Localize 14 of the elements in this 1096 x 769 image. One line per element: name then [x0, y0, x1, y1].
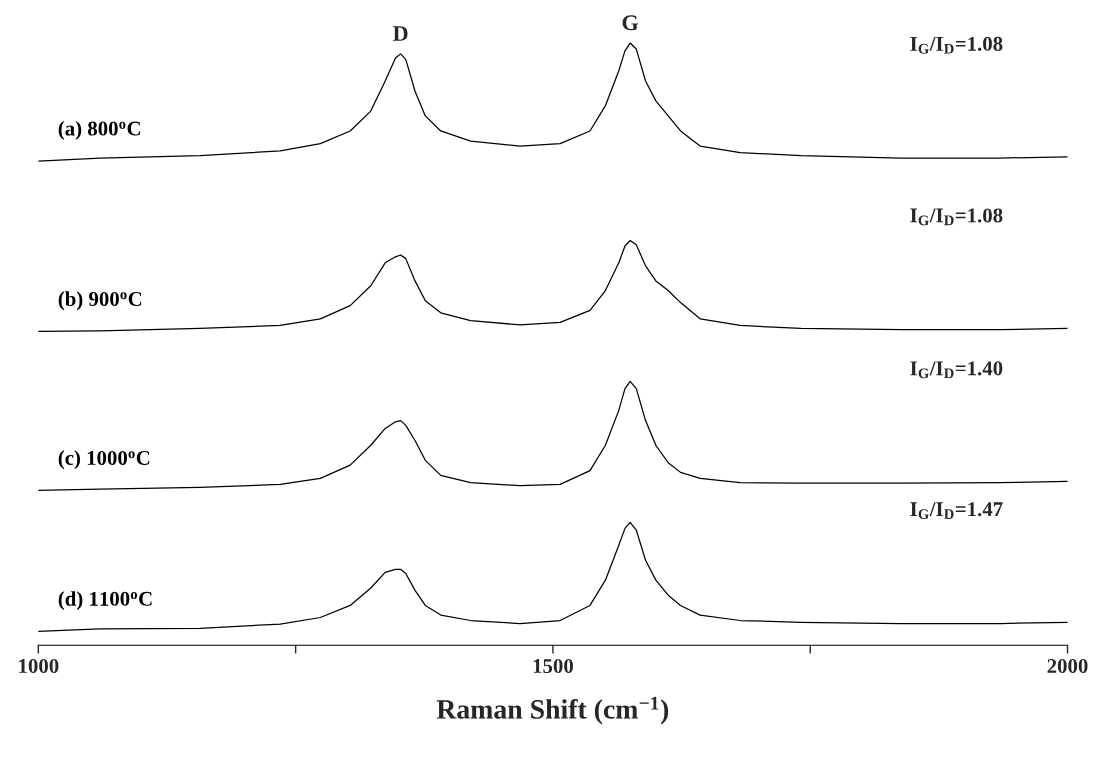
x-tick-label: 1000	[19, 658, 59, 674]
annotation: I$_{G}$/I$_{D}$=1.08	[910, 208, 1003, 226]
x-tick-label: 1500	[533, 658, 573, 674]
annotation: D	[392, 26, 408, 41]
annotation: I$_{G}$/I$_{D}$=1.08	[910, 36, 1003, 54]
annotation: G	[622, 15, 639, 31]
annotation: I$_{G}$/I$_{D}$=1.40	[910, 361, 1003, 379]
series-label: (a) 800$^{o}$C	[58, 120, 140, 140]
annotation: I$_{G}$/I$_{D}$=1.47	[910, 502, 1003, 520]
x-axis-title: Raman Shift (cm$^{−1}$)	[436, 696, 669, 725]
series-label: (b) 900$^{o}$C	[58, 291, 142, 311]
x-tick-label: 2000	[1047, 658, 1088, 674]
series-label: (d) 1100$^{o}$C	[58, 591, 152, 611]
series-label: (c) 1000$^{o}$C	[58, 450, 150, 470]
